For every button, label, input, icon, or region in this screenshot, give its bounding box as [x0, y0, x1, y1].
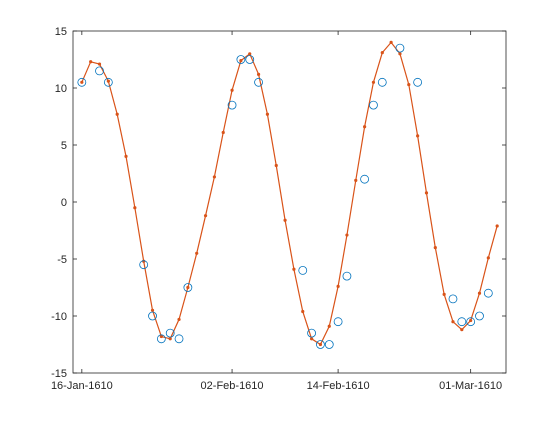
line-point — [221, 130, 225, 135]
line-point — [469, 318, 473, 323]
line-point — [451, 320, 455, 324]
line-point — [363, 125, 367, 129]
line-point — [416, 134, 420, 138]
scatter-point — [165, 328, 175, 338]
line-point — [301, 309, 305, 314]
line-point — [407, 82, 411, 87]
scatter-point — [227, 100, 237, 110]
line-point — [345, 233, 349, 237]
line-point — [177, 317, 181, 322]
scatter-point — [483, 288, 493, 298]
scatter-point — [377, 77, 387, 87]
line-point — [433, 246, 437, 250]
y-tick-label: 5 — [61, 140, 67, 152]
line-point — [283, 218, 287, 222]
y-tick-label: 0 — [61, 197, 67, 209]
x-tick-label: 16-Jan-1610 — [51, 380, 113, 392]
x-tick-label: 01-Mar-1610 — [439, 380, 502, 392]
line-point — [133, 206, 137, 210]
scatter-point — [333, 317, 343, 327]
scatter-point — [245, 55, 255, 64]
line-point — [168, 337, 172, 341]
scatter-point — [413, 77, 423, 87]
line-point — [265, 112, 270, 116]
line-point — [186, 285, 190, 290]
x-tick-label: 02-Feb-1610 — [201, 380, 264, 392]
scatter-point — [148, 311, 157, 321]
line-point — [389, 40, 393, 45]
line-point — [195, 251, 199, 255]
line-point — [442, 292, 446, 296]
scatter-point — [139, 260, 149, 270]
line-point — [239, 59, 243, 63]
y-tick-label: -10 — [51, 311, 67, 323]
line-point — [274, 163, 278, 168]
marker-series — [77, 43, 493, 349]
line-point — [371, 80, 376, 84]
line-point — [248, 52, 252, 56]
line-point — [477, 291, 482, 295]
line-point — [203, 214, 208, 218]
scatter-point — [77, 77, 87, 87]
scatter-point — [156, 334, 166, 344]
scatter-point — [103, 77, 113, 87]
line-point — [115, 112, 119, 116]
line-point — [327, 324, 331, 328]
scatter-point — [298, 265, 308, 275]
scatter-point — [457, 317, 467, 327]
line-point — [495, 224, 499, 228]
scatter-point — [466, 317, 476, 327]
line-point — [354, 178, 358, 182]
line-series — [80, 40, 499, 347]
line-point — [212, 175, 216, 179]
line-point — [106, 79, 110, 83]
line-point — [142, 259, 146, 263]
plot-frame — [72, 30, 507, 374]
scatter-point — [324, 340, 334, 349]
scatter-point — [174, 334, 184, 344]
scatter-point — [342, 271, 352, 281]
line-point — [460, 328, 464, 332]
y-tick-label: 15 — [55, 26, 67, 38]
line-point — [256, 72, 261, 76]
line-point — [97, 62, 102, 66]
scatter-point — [95, 66, 104, 76]
scatter-point — [254, 77, 263, 87]
y-tick-label: -15 — [51, 368, 67, 380]
line-point — [318, 342, 323, 347]
y-tick-label: -5 — [57, 254, 67, 266]
line-point — [89, 60, 93, 64]
line-point — [398, 52, 402, 56]
scatter-point — [475, 311, 484, 321]
scatter-point — [369, 100, 378, 110]
line-point — [230, 88, 234, 92]
line-point — [150, 308, 155, 312]
line-point — [309, 337, 314, 341]
plot-area — [73, 31, 506, 373]
line-point — [486, 256, 490, 260]
line-point — [292, 267, 296, 271]
scatter-point — [307, 328, 316, 338]
scatter-point — [395, 43, 405, 53]
line-point — [380, 51, 384, 55]
scatter-point — [316, 340, 325, 349]
line-point — [424, 191, 429, 195]
scatter-point — [360, 174, 370, 184]
line-point — [336, 284, 340, 288]
series-line — [81, 41, 498, 346]
scatter-point — [183, 283, 193, 292]
line-point — [124, 154, 128, 158]
line-point — [80, 80, 84, 84]
scatter-point — [448, 294, 458, 304]
x-tick-label: 14-Feb-1610 — [307, 380, 370, 392]
y-tick-label: 10 — [55, 83, 67, 95]
line-point — [159, 334, 163, 339]
scatter-point — [236, 55, 246, 64]
